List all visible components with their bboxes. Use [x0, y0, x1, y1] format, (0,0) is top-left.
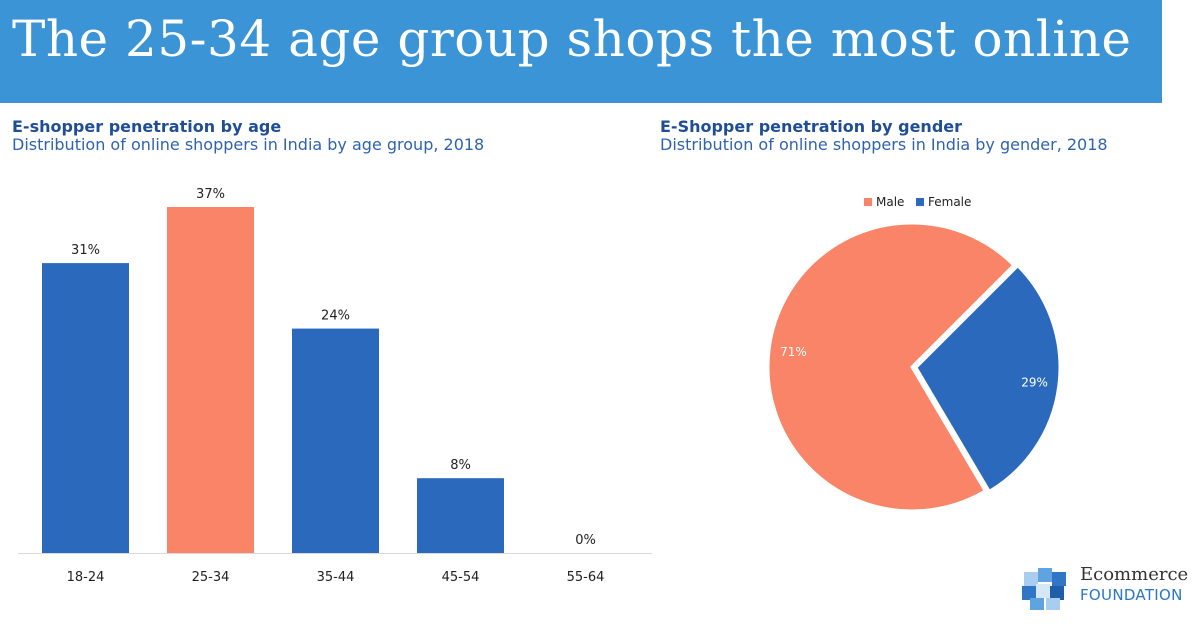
legend-label-female: Female — [928, 195, 971, 209]
x-tick-label: 35-44 — [317, 570, 355, 585]
legend-label-male: Male — [876, 195, 904, 209]
bar-value-label: 37% — [196, 187, 225, 202]
bar-45-54 — [417, 478, 504, 553]
legend-swatch-male — [864, 198, 872, 206]
bar-chart-subtitle: Distribution of online shoppers in India… — [12, 135, 485, 154]
bar-35-44 — [292, 328, 379, 553]
bar-value-label: 24% — [321, 309, 350, 324]
pie-slice-female — [914, 263, 1062, 494]
logo-text-foundation: FOUNDATION — [1080, 586, 1183, 604]
page-title: The 25-34 age group shops the most onlin… — [12, 10, 1132, 68]
x-tick-label: 25-34 — [192, 570, 230, 585]
pie-slice-male — [766, 221, 1016, 513]
bar-25-34 — [167, 207, 254, 553]
ecommerce-foundation-logo: Ecommerce FOUNDATION — [1016, 558, 1198, 614]
bar-value-label: 31% — [71, 243, 100, 258]
title-banner: The 25-34 age group shops the most onlin… — [0, 0, 1162, 103]
bar-18-24 — [42, 263, 129, 553]
bar-chart-title: E-shopper penetration by age — [12, 117, 282, 136]
pie-slice-label: 29% — [1021, 375, 1048, 389]
bar-value-label: 8% — [450, 458, 471, 473]
x-tick-label: 45-54 — [442, 570, 480, 585]
bar-value-label: 0% — [575, 533, 596, 548]
logo-text-ecommerce: Ecommerce — [1080, 564, 1189, 585]
x-tick-label: 55-64 — [567, 570, 605, 585]
x-tick-label: 18-24 — [67, 570, 105, 585]
cube-logo-icon — [1022, 568, 1066, 610]
pie-chart-subtitle: Distribution of online shoppers in India… — [660, 135, 1108, 154]
pie-chart-title: E-Shopper penetration by gender — [660, 117, 963, 136]
pie-slice-label: 71% — [780, 345, 807, 359]
legend-swatch-female — [916, 198, 924, 206]
